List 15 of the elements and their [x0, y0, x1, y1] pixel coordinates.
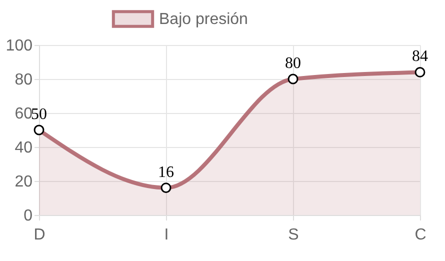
y-tick-label: 40: [14, 140, 33, 156]
x-tick-label: S: [288, 226, 299, 244]
y-tick-label: 60: [14, 106, 33, 122]
x-tick-label: D: [34, 226, 46, 244]
data-label: 80: [285, 55, 301, 72]
y-tick-label: 0: [24, 208, 33, 224]
data-label: 84: [412, 48, 428, 66]
x-tick-label: I: [164, 226, 169, 244]
y-tick-label: 100: [6, 38, 33, 54]
legend-label: Bajo presión: [159, 11, 248, 28]
data-label: 16: [158, 164, 174, 181]
data-label: 50: [31, 106, 47, 123]
x-tick-label: C: [414, 226, 426, 244]
y-tick-label: 80: [14, 72, 33, 88]
y-tick-label: 20: [14, 174, 33, 190]
